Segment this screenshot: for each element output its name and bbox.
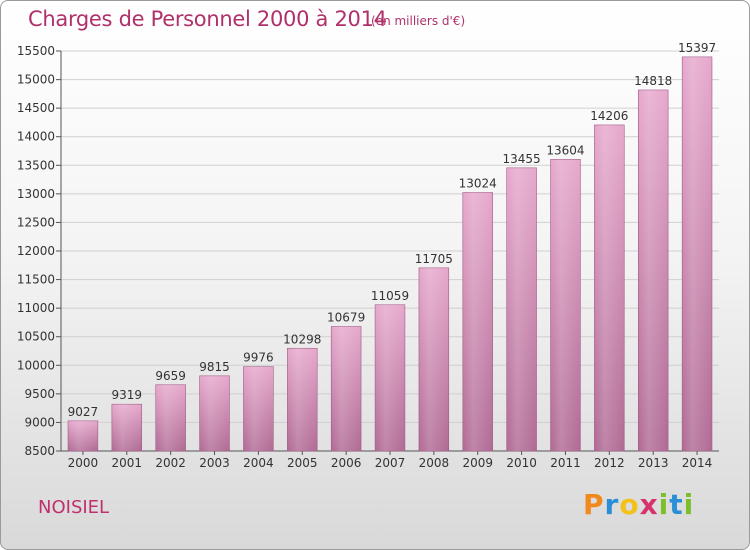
logo-letter: i [658, 488, 670, 521]
data-label: 10679 [327, 310, 365, 324]
y-tick-label: 12500 [17, 215, 55, 229]
bar-highlight [506, 167, 537, 451]
bar-highlight [638, 89, 669, 451]
x-tick-label: 2002 [155, 456, 186, 470]
y-tick-label: 15500 [17, 44, 55, 58]
y-tick-label: 13500 [17, 158, 55, 172]
bar-highlight [594, 124, 625, 451]
bar-highlight [418, 267, 449, 451]
x-tick-label: 2013 [638, 456, 669, 470]
x-tick-label: 2010 [506, 456, 537, 470]
y-tick-label: 13000 [17, 187, 55, 201]
bar-highlight [287, 348, 318, 451]
chart-subtitle: (en milliers d'€) [371, 14, 466, 28]
data-label: 11705 [415, 252, 453, 266]
commune-name: NOISIEL [38, 497, 110, 518]
data-label: 14818 [634, 74, 672, 88]
x-tick-label: 2011 [550, 456, 581, 470]
x-tick-label: 2014 [682, 456, 713, 470]
x-tick-label: 2012 [594, 456, 625, 470]
logo-letter: P [583, 488, 605, 521]
data-label: 9659 [155, 369, 186, 383]
y-tick-label: 14500 [17, 101, 55, 115]
bar-highlight [682, 56, 712, 452]
axes: 8500 9000 9500 10000 10500 11000 11500 12000 125… [17, 44, 719, 470]
bar-highlight [375, 304, 405, 451]
data-label: 9027 [68, 405, 99, 419]
bar-highlight [68, 420, 98, 451]
data-label: 9976 [243, 351, 274, 365]
bar-highlight [462, 192, 493, 451]
chart-title: Charges de Personnel 2000 à 2014 [28, 7, 387, 31]
data-label: 14206 [590, 109, 628, 123]
x-tick-label: 2003 [199, 456, 230, 470]
logo-letter: o [619, 488, 640, 521]
data-label: 13604 [546, 143, 584, 157]
logo-letter: r [604, 488, 620, 521]
data-label: 9815 [199, 360, 230, 374]
bar-highlight [243, 366, 274, 451]
bar-highlight [331, 326, 362, 451]
x-tick-label: 2009 [462, 456, 493, 470]
y-tick-label: 12000 [17, 244, 55, 258]
y-tick-label: 8500 [24, 444, 55, 458]
data-label: 9319 [112, 388, 143, 402]
data-labels: 9027 9319 9659 9815 9976 10298 10679 11059 11705… [68, 41, 717, 419]
logo-letter: t [669, 488, 684, 521]
y-tick-label: 11500 [17, 273, 55, 287]
y-tick-label: 10500 [17, 330, 55, 344]
logo-letter: x [639, 488, 659, 521]
bar-highlight [199, 375, 230, 451]
data-label: 11059 [371, 289, 409, 303]
x-tick-label: 2008 [419, 456, 450, 470]
bar-highlight [550, 159, 581, 452]
x-tick-label: 2007 [375, 456, 406, 470]
x-tick-label: 2001 [112, 456, 143, 470]
y-tick-label: 15000 [17, 73, 55, 87]
y-tick-label: 11000 [17, 301, 55, 315]
x-tick-label: 2004 [243, 456, 274, 470]
x-tick-label: 2006 [331, 456, 362, 470]
y-tick-label: 10000 [17, 358, 55, 372]
bar-highlight [111, 404, 142, 451]
bar-highlight [155, 384, 186, 451]
x-tick-label: 2000 [68, 456, 99, 470]
data-label: 13024 [459, 176, 497, 190]
x-tick-label: 2005 [287, 456, 318, 470]
data-label: 13455 [503, 152, 541, 166]
y-tick-label: 14000 [17, 130, 55, 144]
data-label: 10298 [283, 332, 321, 346]
data-label: 15397 [678, 41, 716, 55]
logo-letter: i [683, 488, 695, 521]
bars [67, 56, 713, 452]
y-tick-label: 9000 [24, 415, 55, 429]
proxiti-logo: Proxiti [583, 488, 694, 521]
y-tick-label: 9500 [24, 387, 55, 401]
